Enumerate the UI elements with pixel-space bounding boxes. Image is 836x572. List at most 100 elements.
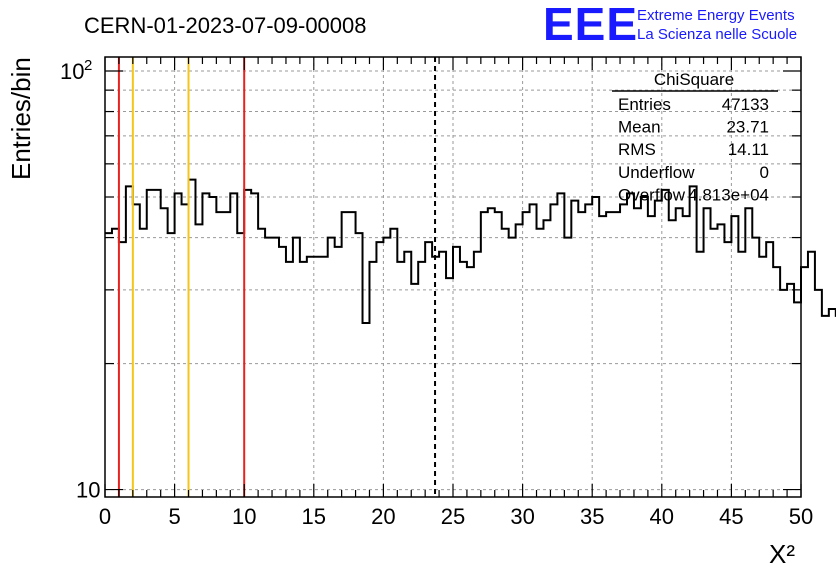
- histogram-bin-42: [397, 262, 404, 497]
- histogram-bin-49: [446, 278, 453, 497]
- logo-line-1: Extreme Energy Events: [637, 7, 795, 24]
- stats-value: 4.813e+04: [688, 185, 769, 204]
- histogram-bin-68: [578, 212, 585, 497]
- histogram-bin-10: [175, 193, 182, 497]
- histogram-bin-65: [557, 193, 564, 497]
- histogram-bin-104: [829, 309, 836, 497]
- histogram-bin-95: [766, 242, 773, 497]
- histogram-bin-13: [195, 224, 202, 497]
- histogram-bin-100: [801, 267, 808, 497]
- histogram-bin-36: [356, 233, 363, 497]
- histogram-bin-61: [530, 204, 537, 497]
- histogram-bin-62: [537, 229, 544, 497]
- histogram-bin-57: [502, 229, 509, 497]
- histogram-bin-86: [704, 208, 711, 497]
- histogram-bin-15: [209, 197, 216, 497]
- histogram-bin-4: [133, 204, 140, 497]
- histogram-bin-76: [634, 208, 641, 497]
- y-tick-label: 10: [60, 59, 84, 84]
- x-tick-label: 50: [789, 504, 813, 529]
- histogram-bin-43: [404, 252, 411, 497]
- histogram-bin-63: [543, 220, 550, 497]
- histogram-bin-45: [418, 262, 425, 497]
- histogram-bin-12: [189, 180, 196, 497]
- x-axis-title: X²: [769, 539, 795, 569]
- histogram-bin-58: [509, 238, 516, 497]
- stats-value: 14.11: [728, 140, 769, 159]
- histogram-bin-35: [349, 212, 356, 497]
- histogram-bin-56: [495, 212, 502, 497]
- histogram-bin-83: [683, 216, 690, 497]
- histogram-bin-30: [314, 257, 321, 497]
- stats-value: 47133: [722, 95, 769, 114]
- histogram-bin-94: [759, 257, 766, 497]
- y-axis-ticks: 10 210: [60, 57, 801, 503]
- histogram-bin-51: [460, 262, 467, 497]
- histogram-bin-80: [662, 190, 669, 497]
- logo-mark: EEE: [543, 0, 638, 50]
- histogram-bin-26: [286, 262, 293, 497]
- histogram-bin-8: [161, 208, 168, 497]
- histogram-bin-66: [564, 238, 571, 497]
- stats-value: 23.71: [726, 118, 769, 137]
- chart-title: CERN-01-2023-07-09-00008: [84, 13, 367, 38]
- histogram-bin-72: [606, 212, 613, 497]
- histogram-bin-33: [335, 247, 342, 497]
- stats-label: Entries: [618, 95, 671, 114]
- x-tick-label: 30: [510, 504, 534, 529]
- x-tick-label: 5: [168, 504, 180, 529]
- histogram-bin-89: [724, 242, 731, 497]
- histogram-bin-93: [752, 238, 759, 497]
- histogram-bin-52: [467, 267, 474, 497]
- stats-value: 0: [760, 163, 769, 182]
- histogram-bin-77: [641, 197, 648, 497]
- y-axis-title: Entries/bin: [6, 57, 36, 180]
- histogram-bin-82: [676, 208, 683, 497]
- histogram-bin-21: [251, 193, 258, 497]
- x-tick-label: 0: [99, 504, 111, 529]
- histogram-bin-85: [697, 252, 704, 497]
- x-tick-label: 35: [580, 504, 604, 529]
- histogram-outline: [105, 178, 836, 325]
- histogram-bin-3: [126, 186, 133, 497]
- y-tick-label: 10: [76, 478, 100, 503]
- histogram-bin-96: [773, 267, 780, 497]
- histogram-bin-73: [613, 212, 620, 497]
- histogram-bin-37: [363, 323, 370, 497]
- histogram-bin-97: [780, 290, 787, 497]
- histogram-bin-31: [321, 257, 328, 497]
- histogram-bin-74: [620, 204, 627, 497]
- histogram-bin-50: [453, 247, 460, 497]
- histogram-bin-88: [717, 224, 724, 497]
- histogram-bin-59: [516, 224, 523, 497]
- histogram-bin-69: [585, 204, 592, 497]
- stats-label: Mean: [618, 118, 661, 137]
- stats-label: RMS: [618, 140, 656, 159]
- histogram-bin-20: [244, 190, 251, 497]
- x-axis-ticks: 0 5 10 15 20 25 30 35 40 45 50: [99, 57, 813, 529]
- histogram-bin-91: [738, 252, 745, 497]
- x-tick-label: 15: [302, 504, 326, 529]
- histogram-bin-98: [787, 284, 794, 497]
- histogram-bin-44: [411, 284, 418, 497]
- histogram-bin-99: [794, 302, 801, 497]
- histogram-bin-24: [272, 238, 279, 497]
- histogram-bin-29: [307, 257, 314, 497]
- histogram-bin-46: [425, 242, 432, 497]
- histogram-bin-34: [342, 212, 349, 497]
- histogram-bin-9: [168, 233, 175, 497]
- histogram-bin-64: [550, 204, 557, 497]
- histogram-bin-48: [439, 252, 446, 497]
- histogram-bin-75: [627, 193, 634, 497]
- x-tick-label: 25: [441, 504, 465, 529]
- x-tick-label: 40: [650, 504, 674, 529]
- histogram-bin-81: [669, 220, 676, 497]
- histogram-bin-7: [154, 190, 161, 497]
- histogram-bin-53: [474, 252, 481, 497]
- histogram-bin-79: [655, 201, 662, 497]
- stats-label: Overflow: [618, 185, 686, 204]
- histogram-bin-70: [592, 197, 599, 497]
- stats-label: Underflow: [618, 163, 695, 182]
- histogram-bin-84: [690, 186, 697, 497]
